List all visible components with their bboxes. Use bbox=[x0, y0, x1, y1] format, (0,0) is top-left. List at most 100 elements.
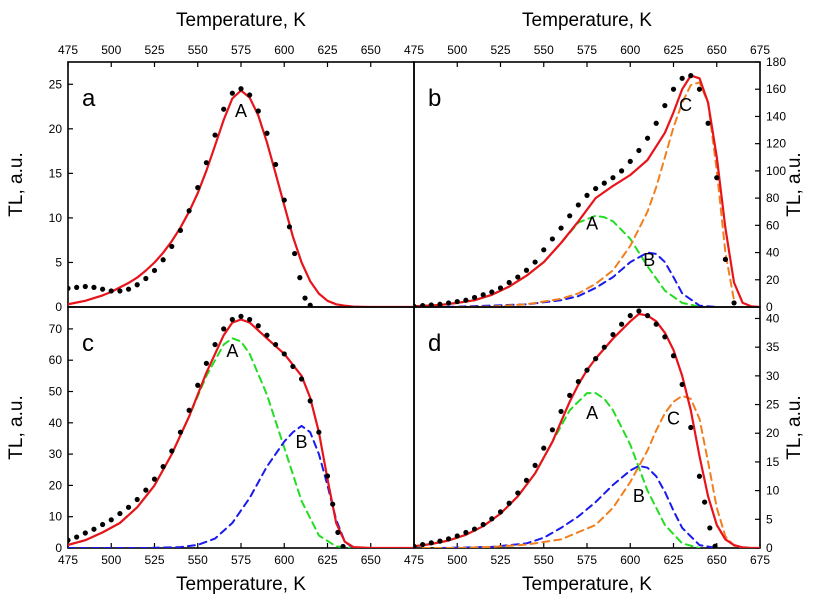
panel-letter: a bbox=[82, 85, 96, 112]
y-tick-label: 20 bbox=[49, 478, 63, 492]
y-tick-label: 60 bbox=[766, 218, 780, 232]
series-component-A bbox=[414, 214, 701, 307]
data-point bbox=[549, 236, 556, 242]
x-tick-label: 550 bbox=[188, 553, 208, 567]
data-point bbox=[117, 288, 123, 294]
x-tick-label: 600 bbox=[620, 43, 640, 57]
data-point bbox=[281, 351, 287, 357]
peak-label-A: A bbox=[235, 101, 247, 121]
data-point bbox=[273, 341, 279, 348]
x-tick-label: 525 bbox=[490, 43, 510, 57]
x-tick-label: 500 bbox=[101, 553, 121, 567]
y-axis-title: TL, a.u. bbox=[784, 395, 805, 459]
data-point bbox=[330, 501, 336, 507]
y-tick-label: 10 bbox=[766, 484, 780, 498]
data-point bbox=[506, 279, 512, 286]
data-point bbox=[575, 202, 581, 208]
x-tick-label: 600 bbox=[274, 43, 294, 57]
plot-frame bbox=[413, 61, 761, 308]
panel-letter: c bbox=[82, 330, 94, 357]
data-point bbox=[454, 298, 460, 305]
data-point bbox=[212, 132, 218, 138]
plot-area bbox=[414, 73, 760, 307]
data-point bbox=[731, 300, 737, 306]
series-experimental bbox=[68, 313, 346, 548]
x-tick-label: 525 bbox=[144, 43, 164, 57]
data-point bbox=[670, 353, 677, 359]
data-point bbox=[497, 285, 504, 291]
data-point bbox=[238, 313, 244, 319]
data-point bbox=[636, 308, 642, 314]
data-point bbox=[679, 75, 685, 81]
y-tick-label: 40 bbox=[766, 311, 780, 325]
x-tick-label: 525 bbox=[490, 553, 510, 567]
data-point bbox=[286, 224, 293, 230]
data-point bbox=[247, 316, 253, 323]
x-tick-label: 500 bbox=[101, 43, 121, 57]
x-tick-label: 650 bbox=[361, 43, 381, 57]
series-component-C bbox=[456, 81, 735, 307]
data-point bbox=[151, 476, 158, 482]
data-point bbox=[549, 427, 556, 433]
data-point bbox=[437, 301, 443, 307]
y-axis-title: TL, a.u. bbox=[6, 152, 27, 216]
y-tick-label: 180 bbox=[766, 55, 786, 69]
data-point bbox=[195, 382, 201, 388]
data-point bbox=[82, 530, 88, 536]
data-point bbox=[247, 92, 253, 98]
data-point bbox=[264, 130, 270, 136]
y-axis-title: TL, a.u. bbox=[6, 395, 27, 459]
x-tick-label: 675 bbox=[750, 43, 770, 57]
series-experimental bbox=[414, 73, 737, 307]
data-point bbox=[238, 86, 244, 92]
data-point bbox=[74, 284, 80, 290]
series-component-B bbox=[438, 464, 718, 548]
x-tick-label: 575 bbox=[577, 553, 597, 567]
x-tick-label: 600 bbox=[620, 553, 640, 567]
data-point bbox=[428, 302, 434, 307]
data-point bbox=[100, 521, 106, 528]
data-point bbox=[610, 331, 616, 338]
x-tick-label: 625 bbox=[663, 43, 683, 57]
data-point bbox=[541, 247, 547, 253]
data-point bbox=[610, 175, 616, 181]
data-point bbox=[169, 448, 175, 454]
panel-c: 475 500 525 550 575 600 625 650 0 10 20 30 40 50 60 70 T… bbox=[6, 306, 415, 595]
x-tick-label: 625 bbox=[317, 553, 337, 567]
x-tick-label: 500 bbox=[447, 553, 467, 567]
x-axis-title-top: Temperature, K bbox=[522, 10, 652, 31]
data-point bbox=[68, 537, 71, 543]
y-tick-label: 35 bbox=[766, 340, 780, 354]
data-point bbox=[463, 529, 469, 536]
data-point bbox=[558, 225, 564, 231]
panel-letter: d bbox=[428, 330, 441, 357]
y-tick-label: 0 bbox=[55, 541, 62, 555]
data-point bbox=[108, 288, 114, 294]
data-point bbox=[143, 487, 149, 493]
data-point bbox=[489, 289, 495, 295]
data-point bbox=[177, 429, 184, 435]
y-tick-label: 20 bbox=[766, 273, 780, 287]
data-point bbox=[702, 499, 708, 505]
data-point bbox=[558, 408, 564, 415]
data-point bbox=[414, 543, 417, 548]
data-point bbox=[523, 267, 530, 273]
plot-frame bbox=[413, 306, 761, 549]
data-point bbox=[292, 250, 298, 257]
data-point bbox=[212, 341, 218, 348]
y-tick-label: 40 bbox=[766, 246, 780, 260]
data-point bbox=[91, 526, 97, 532]
data-point bbox=[541, 445, 547, 451]
data-point bbox=[125, 504, 132, 510]
data-point bbox=[74, 534, 80, 540]
data-point bbox=[169, 243, 175, 250]
data-point bbox=[593, 356, 599, 362]
data-point bbox=[707, 525, 713, 531]
data-point bbox=[302, 295, 308, 301]
data-point bbox=[68, 285, 71, 291]
data-point bbox=[281, 197, 287, 203]
x-tick-label: 625 bbox=[663, 553, 683, 567]
data-point bbox=[523, 477, 530, 483]
data-point bbox=[186, 407, 192, 413]
